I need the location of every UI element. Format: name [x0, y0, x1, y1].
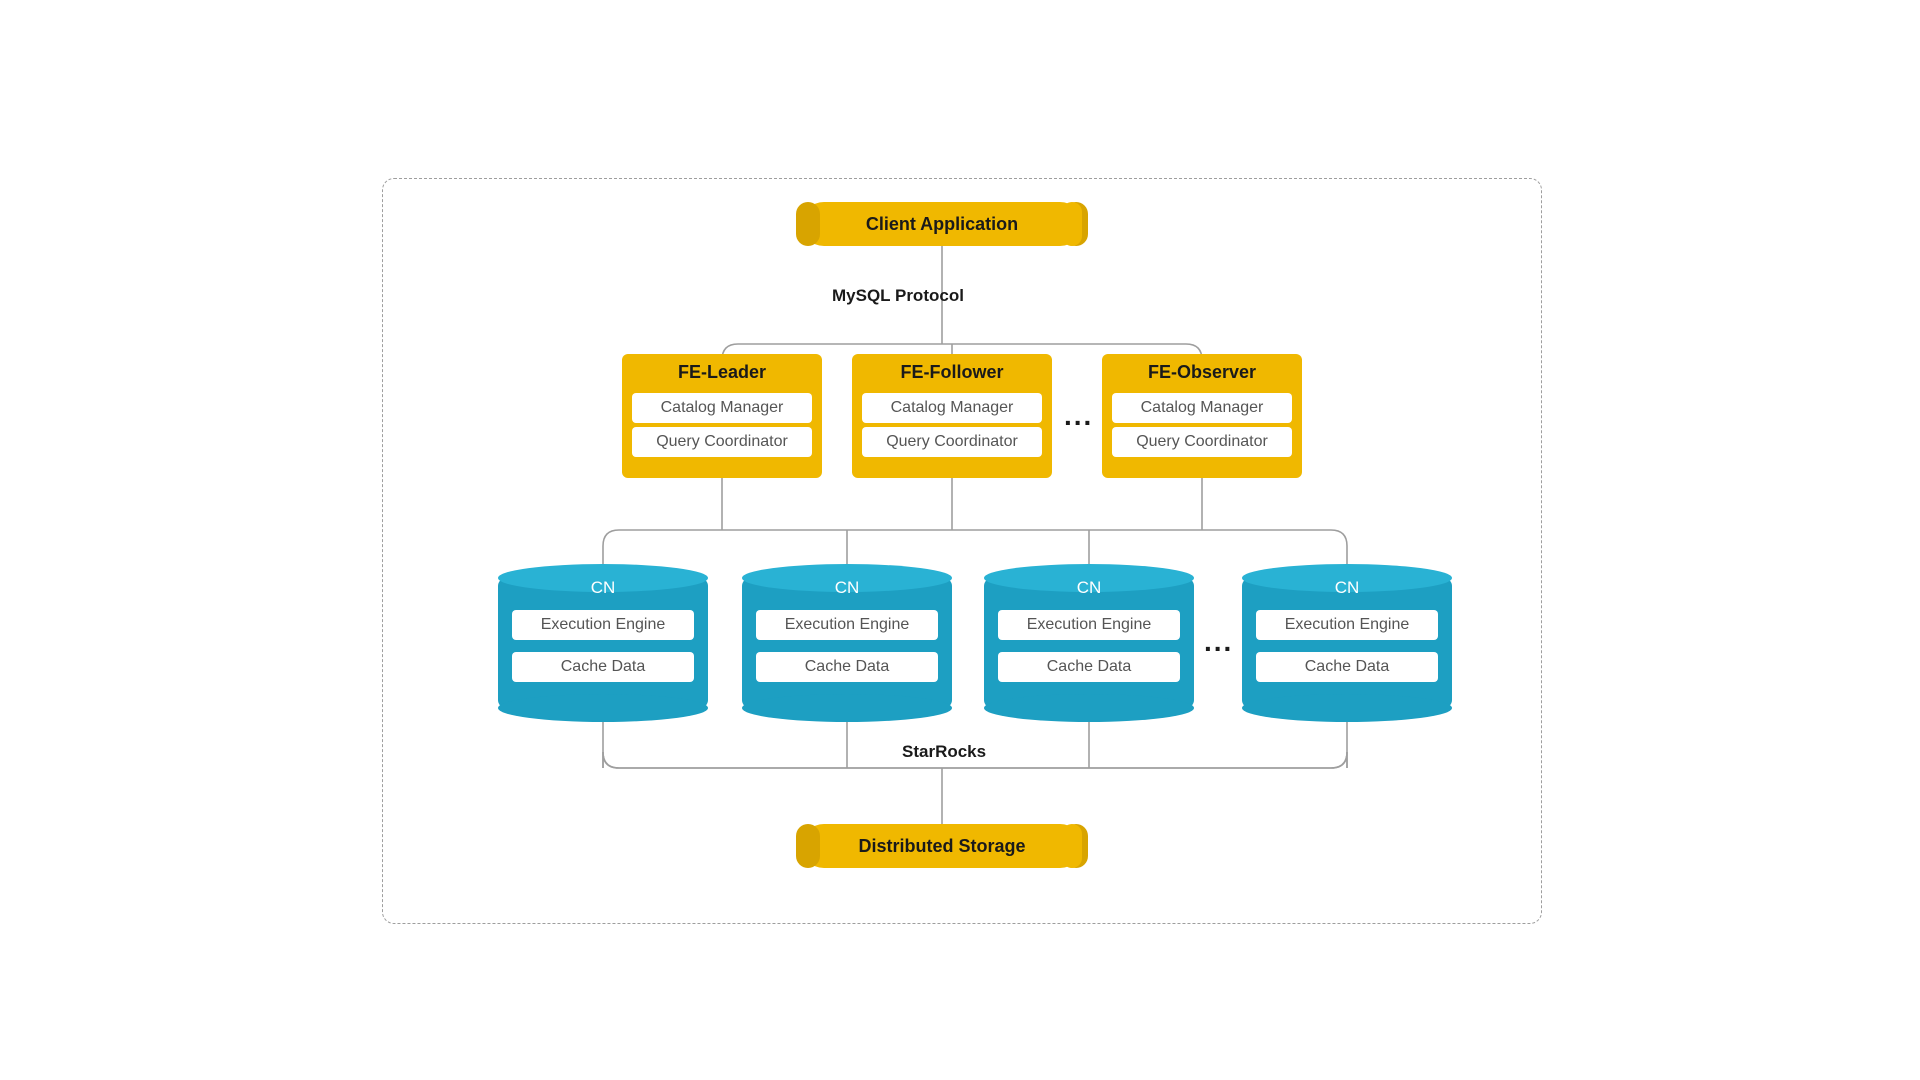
cn-node-2: CN Execution Engine Cache Data	[984, 564, 1194, 722]
starrocks-label: StarRocks	[902, 742, 986, 762]
cn-node-1: CN Execution Engine Cache Data	[742, 564, 952, 722]
cn-node-label: CN	[742, 578, 952, 598]
fe-node-item: Query Coordinator	[632, 427, 812, 457]
cn-node-item: Execution Engine	[756, 610, 938, 640]
fe-node-0: FE-Leader Catalog Manager Query Coordinato…	[622, 354, 822, 478]
fe-node-item: Catalog Manager	[632, 393, 812, 423]
cn-node-item: Execution Engine	[512, 610, 694, 640]
cn-ellipsis: ...	[1204, 626, 1233, 658]
cn-node-3: CN Execution Engine Cache Data	[1242, 564, 1452, 722]
fe-node-title: FE-Observer	[1148, 362, 1256, 383]
fe-node-item: Catalog Manager	[862, 393, 1042, 423]
cn-node-item: Cache Data	[1256, 652, 1438, 682]
fe-node-item: Query Coordinator	[862, 427, 1042, 457]
client-application-pill-label: Client Application	[866, 214, 1018, 235]
distributed-storage-pill: Distributed Storage	[802, 824, 1082, 868]
cn-node-label: CN	[984, 578, 1194, 598]
cn-node-item: Cache Data	[512, 652, 694, 682]
fe-ellipsis: ...	[1064, 400, 1093, 432]
cn-node-label: CN	[498, 578, 708, 598]
fe-node-title: FE-Follower	[901, 362, 1004, 383]
cn-node-item: Execution Engine	[998, 610, 1180, 640]
cn-node-item: Execution Engine	[1256, 610, 1438, 640]
fe-node-item: Query Coordinator	[1112, 427, 1292, 457]
fe-node-1: FE-Follower Catalog Manager Query Coordina…	[852, 354, 1052, 478]
fe-node-title: FE-Leader	[678, 362, 766, 383]
cn-node-item: Cache Data	[998, 652, 1180, 682]
client-application-pill: Client Application	[802, 202, 1082, 246]
cn-node-0: CN Execution Engine Cache Data	[498, 564, 708, 722]
mysql-protocol-label: MySQL Protocol	[832, 286, 964, 306]
fe-node-item: Catalog Manager	[1112, 393, 1292, 423]
distributed-storage-pill-label: Distributed Storage	[858, 836, 1025, 857]
fe-node-2: FE-Observer Catalog Manager Query Coordina…	[1102, 354, 1302, 478]
cn-node-item: Cache Data	[756, 652, 938, 682]
cn-node-label: CN	[1242, 578, 1452, 598]
